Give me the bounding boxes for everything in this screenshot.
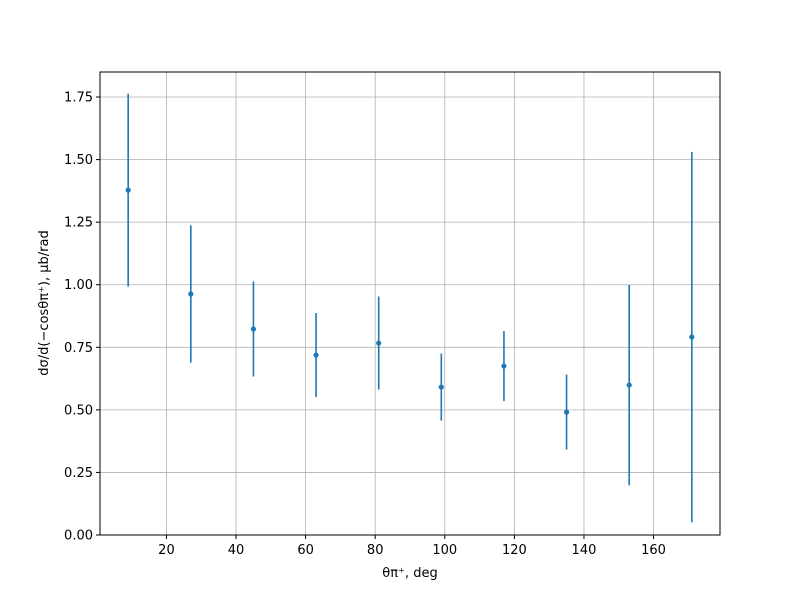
data-point: [313, 352, 319, 358]
y-tick-label: 0.25: [64, 466, 93, 481]
data-point: [188, 291, 194, 297]
y-tick-label: 0.00: [64, 529, 93, 544]
x-tick-label: 120: [502, 543, 527, 558]
x-tick-label: 60: [297, 543, 314, 558]
y-tick-label: 1.50: [64, 153, 93, 168]
data-point: [626, 382, 632, 388]
x-tick-label: 20: [158, 543, 175, 558]
x-tick-label: 100: [432, 543, 457, 558]
axes-frame: [99, 71, 721, 536]
y-tick-label: 0.75: [64, 341, 93, 356]
y-tick-label: 1.25: [64, 216, 93, 231]
x-tick-label: 40: [228, 543, 245, 558]
data-point: [125, 187, 131, 193]
x-tick-label: 140: [572, 543, 597, 558]
data-point: [250, 326, 257, 332]
data-point: [563, 409, 570, 415]
data-point: [376, 340, 382, 346]
y-axis-label: dσ/d(−cosθπ⁺), μb/rad: [37, 230, 52, 375]
grid: [100, 72, 720, 536]
x-axis-label: θπ⁺, deg: [382, 566, 437, 581]
data-point: [689, 334, 695, 340]
data-point: [501, 363, 507, 369]
y-tick-label: 0.50: [64, 403, 93, 418]
data-point: [438, 384, 444, 390]
x-tick-label: 80: [367, 543, 384, 558]
x-tick-label: 160: [641, 543, 666, 558]
marks: [125, 93, 695, 523]
y-tick-label: 1.00: [64, 278, 93, 293]
y-tick-label: 1.75: [64, 91, 93, 106]
